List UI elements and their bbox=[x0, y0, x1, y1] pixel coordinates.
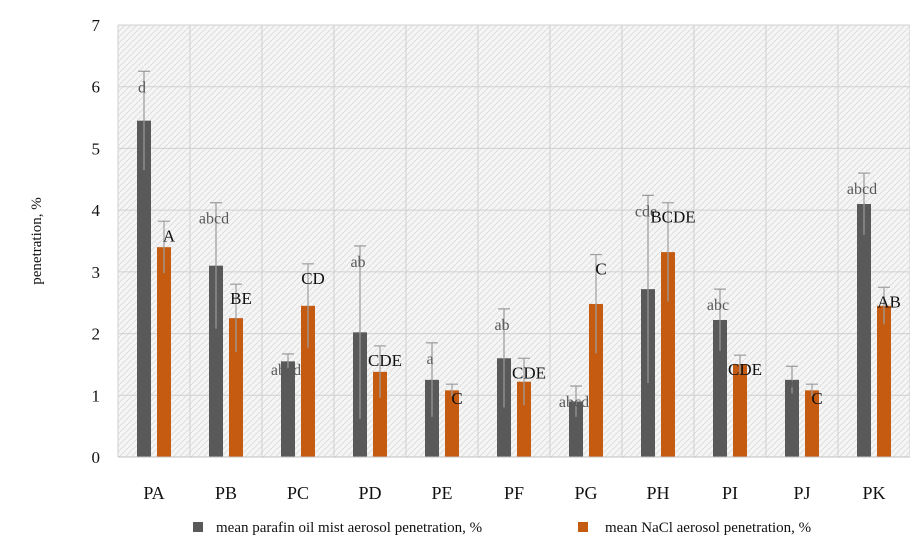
bar-nacl bbox=[733, 364, 747, 457]
bar-oil bbox=[857, 203, 871, 457]
plot-area bbox=[118, 25, 910, 457]
legend-swatch-oil bbox=[193, 522, 203, 532]
group-label-oil: ab bbox=[350, 254, 365, 271]
group-label-oil: abcd bbox=[559, 394, 589, 411]
bar-oil bbox=[425, 379, 439, 457]
category-label: PF bbox=[504, 483, 524, 503]
category-label: PD bbox=[358, 483, 381, 503]
error-bars bbox=[138, 70, 890, 419]
bar-nacl bbox=[229, 318, 243, 457]
bar-oil bbox=[569, 401, 583, 457]
group-label-oil: a bbox=[786, 374, 793, 391]
group-label-oil: d bbox=[138, 79, 146, 96]
group-label-nacl: BE bbox=[230, 289, 252, 308]
group-label-nacl: C bbox=[595, 260, 606, 279]
bar-oil bbox=[209, 265, 223, 457]
legend: mean parafin oil mist aerosol penetratio… bbox=[193, 520, 811, 536]
y-tick-label: 7 bbox=[92, 16, 101, 35]
bar-nacl bbox=[157, 247, 171, 457]
group-label-nacl: CDE bbox=[728, 360, 762, 379]
group-label-oil: cde bbox=[635, 203, 657, 220]
bar-oil bbox=[281, 361, 295, 457]
bar-nacl bbox=[589, 303, 603, 457]
legend-label-oil: mean parafin oil mist aerosol penetratio… bbox=[216, 520, 482, 536]
bar-nacl bbox=[373, 371, 387, 457]
group-label-oil: abc bbox=[707, 297, 729, 314]
group-label-nacl: A bbox=[163, 226, 176, 245]
group-label-nacl: CDE bbox=[512, 363, 546, 382]
legend-swatch-nacl bbox=[578, 522, 588, 532]
y-tick-label: 3 bbox=[92, 263, 101, 282]
group-label-oil: abcd bbox=[199, 211, 229, 228]
group-label-nacl: BCDE bbox=[650, 208, 695, 227]
group-label-nacl: CDE bbox=[368, 351, 402, 370]
group-label-oil: abcd bbox=[847, 181, 877, 198]
category-label: PE bbox=[431, 483, 452, 503]
group-label-nacl: C bbox=[811, 389, 822, 408]
bar-oil bbox=[785, 379, 799, 457]
bar-oil bbox=[713, 319, 727, 457]
legend-label-nacl: mean NaCl aerosol penetration, % bbox=[605, 520, 811, 536]
group-label-oil: abcd bbox=[271, 362, 301, 379]
y-tick-label: 2 bbox=[92, 325, 101, 344]
group-label-oil: ab bbox=[494, 317, 509, 334]
group-label-nacl: CD bbox=[301, 269, 325, 288]
category-labels: PA PB PC PD PE PF PG PH PI PJ PK bbox=[143, 483, 885, 503]
y-axis-label: penetration, % bbox=[29, 197, 45, 284]
category-label: PA bbox=[143, 483, 164, 503]
bar-oil bbox=[137, 120, 151, 458]
category-label: PK bbox=[862, 483, 885, 503]
category-label: PH bbox=[646, 483, 669, 503]
gridlines bbox=[117, 24, 910, 457]
category-label: PJ bbox=[793, 483, 810, 503]
group-label-nacl: C bbox=[451, 389, 462, 408]
bar-nacl bbox=[805, 390, 819, 457]
bar-nacl bbox=[445, 390, 459, 457]
bar-nacl bbox=[517, 381, 531, 457]
y-tick-label: 4 bbox=[92, 201, 101, 220]
y-tick-label: 1 bbox=[92, 386, 101, 405]
category-label: PI bbox=[722, 483, 738, 503]
y-tick-label: 5 bbox=[92, 139, 101, 158]
bar-nacl bbox=[301, 305, 315, 457]
y-tick-label: 6 bbox=[92, 78, 101, 97]
y-tick-label: 0 bbox=[92, 448, 101, 467]
group-label-nacl: AB bbox=[877, 292, 901, 311]
bar-nacl bbox=[661, 252, 675, 457]
y-axis-ticks: 0 1 2 3 4 5 6 7 bbox=[92, 16, 101, 467]
category-label: PG bbox=[574, 483, 597, 503]
bar-nacl bbox=[877, 305, 891, 457]
category-label: PC bbox=[287, 483, 309, 503]
category-label: PB bbox=[215, 483, 237, 503]
group-label-oil: a bbox=[426, 351, 433, 368]
